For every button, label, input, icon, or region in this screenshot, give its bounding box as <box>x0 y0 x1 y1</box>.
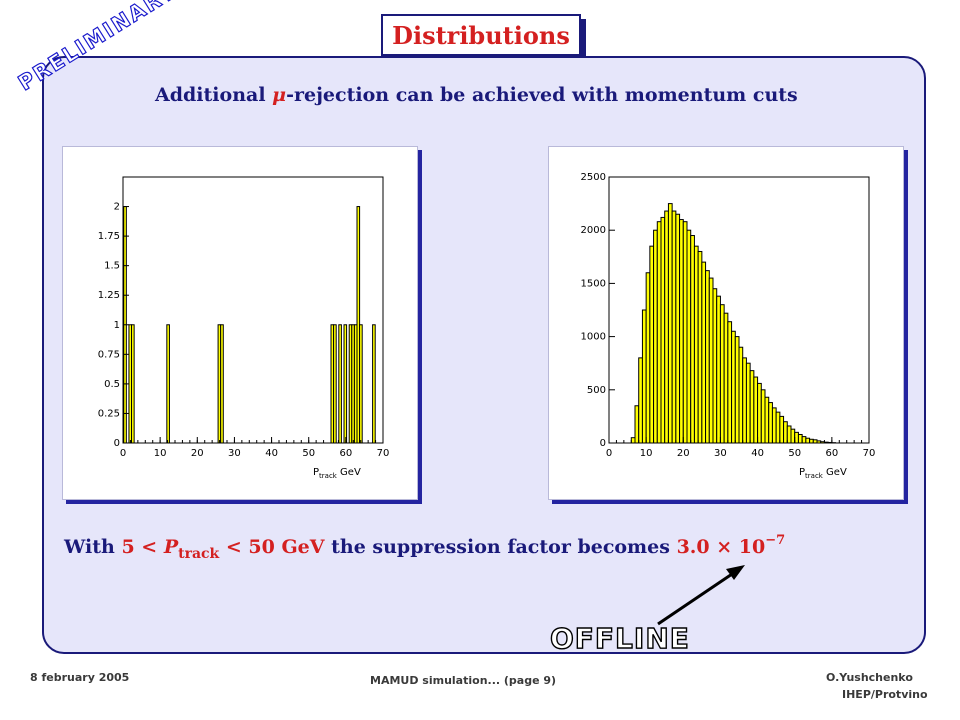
y-tick-label: 0 <box>600 438 606 449</box>
x-tick-label: 70 <box>377 448 390 459</box>
x-tick-label: 50 <box>302 448 315 459</box>
x-axis-label: Ptrack GeV <box>799 467 847 480</box>
with-text: With <box>64 536 122 558</box>
x-tick-label: 70 <box>863 448 876 459</box>
x-tick-label: 40 <box>751 448 764 459</box>
y-tick-label: 1.5 <box>104 261 120 272</box>
y-tick-label: 1500 <box>581 278 606 289</box>
momentum-histogram-left: 0 10 20 30 40 50 60 70 0 0.25 0.5 0.75 1 1.25 1.5 1.75 2… <box>98 176 390 480</box>
y-tick-label: 1.75 <box>98 231 120 242</box>
cut-upper: < 50 GeV <box>219 536 325 558</box>
y-tick-label: 500 <box>587 385 606 396</box>
x-tick-label: 60 <box>825 448 838 459</box>
x-tick-label: 0 <box>120 448 126 459</box>
headline-prefix: Additional <box>155 84 273 106</box>
y-tick-label: 2 <box>114 202 120 213</box>
plot-frame-box <box>608 176 870 444</box>
offline-label: OFFLINE <box>549 621 690 655</box>
headline: Additional μ-rejection can be achieved w… <box>155 84 798 106</box>
y-tick-label: 0 <box>114 438 120 449</box>
x-tick-label: 0 <box>606 448 612 459</box>
cut-lower: 5 < <box>121 536 164 558</box>
x-tick-label: 60 <box>339 448 352 459</box>
y-tick-label: 0.5 <box>104 379 120 390</box>
footer-author: O.Yushchenko <box>826 671 913 684</box>
footer-center: MAMUD simulation... (page 9) <box>370 674 557 687</box>
middle-text: the suppression factor becomes <box>324 536 677 558</box>
x-tick-label: 20 <box>677 448 690 459</box>
x-tick-label: 50 <box>788 448 801 459</box>
y-tick-label: 0.25 <box>98 408 120 419</box>
plot-frame-box <box>122 176 384 444</box>
slide-title-text: Distributions <box>392 20 570 50</box>
x-axis-label: Ptrack GeV <box>313 467 361 480</box>
x-tick-label: 10 <box>154 448 167 459</box>
y-tick-label: 1000 <box>581 332 606 343</box>
headline-suffix: -rejection can be achieved with momentum… <box>286 84 798 106</box>
headline-mu: μ <box>272 84 287 106</box>
y-tick-label: 2000 <box>581 225 606 236</box>
x-tick-label: 30 <box>714 448 727 459</box>
suppression-statement: With 5 < Ptrack < 50 GeV the suppression… <box>64 533 786 562</box>
suppression-exponent: −7 <box>765 533 786 548</box>
x-tick-label: 20 <box>191 448 204 459</box>
footer-date: 8 february 2005 <box>30 671 130 684</box>
slide-title: Distributions <box>381 14 581 56</box>
cut-variable: P <box>163 536 179 558</box>
footer-institute: IHEP/Protvino <box>842 688 928 701</box>
x-tick-label: 10 <box>640 448 653 459</box>
momentum-histogram-right: 0 10 20 30 40 50 60 70 0 500 1000 1500 2000 2500 Ptrac… <box>581 172 876 480</box>
suppression-factor: 3.0 × 10 <box>676 536 766 558</box>
x-tick-label: 30 <box>228 448 241 459</box>
y-tick-label: 2500 <box>581 172 606 183</box>
y-tick-label: 1 <box>114 320 120 331</box>
plot-right-frame: 0 10 20 30 40 50 60 70 0 500 1000 1500 2000 2500 Ptrac… <box>548 146 904 500</box>
y-tick-label: 1.25 <box>98 290 120 301</box>
y-tick-label: 0.75 <box>98 349 120 360</box>
plot-left-frame: 0 10 20 30 40 50 60 70 0 0.25 0.5 0.75 1 1.25 1.5 1.75 2… <box>62 146 418 500</box>
x-tick-label: 40 <box>265 448 278 459</box>
cut-variable-subscript: track <box>178 546 220 562</box>
